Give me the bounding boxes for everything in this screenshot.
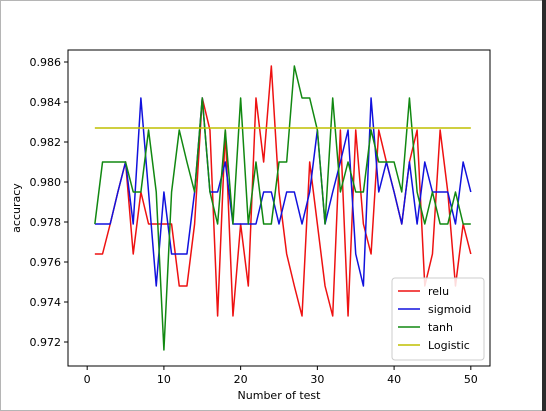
x-tick-label: 50 [464, 373, 478, 386]
x-tick-label: 10 [157, 373, 171, 386]
x-axis-label: Number of test [238, 389, 322, 402]
series-line-tanh [94, 65, 471, 351]
legend-label-relu: relu [428, 285, 449, 298]
window-edge [542, 0, 546, 411]
y-tick-label: 0.984 [30, 96, 62, 109]
legend-label-tanh: tanh [428, 321, 453, 334]
y-tick-label: 0.972 [30, 336, 62, 349]
legend: relu sigmoid tanh Logistic [391, 277, 485, 361]
y-tick-label: 0.982 [30, 136, 62, 149]
y-axis-ticks: 0.972 0.974 0.976 0.978 0.980 0.982 0.984 0.986 [30, 56, 68, 349]
x-axis-ticks: 0 10 20 30 40 50 [84, 366, 478, 386]
series-layer [94, 65, 472, 351]
y-tick-label: 0.974 [30, 296, 62, 309]
y-tick-label: 0.976 [30, 256, 62, 269]
legend-label-logistic: Logistic [428, 339, 470, 352]
y-tick-label: 0.980 [30, 176, 62, 189]
x-tick-label: 0 [84, 373, 91, 386]
y-tick-label: 0.978 [30, 216, 62, 229]
x-tick-label: 20 [234, 373, 248, 386]
x-tick-label: 30 [310, 373, 324, 386]
y-axis-label: accuracy [10, 183, 23, 233]
legend-box [391, 277, 485, 361]
y-tick-label: 0.986 [30, 56, 62, 69]
legend-label-sigmoid: sigmoid [428, 303, 471, 316]
plot-area-border [67, 49, 491, 367]
series-line-sigmoid [94, 97, 472, 287]
x-tick-label: 40 [387, 373, 401, 386]
